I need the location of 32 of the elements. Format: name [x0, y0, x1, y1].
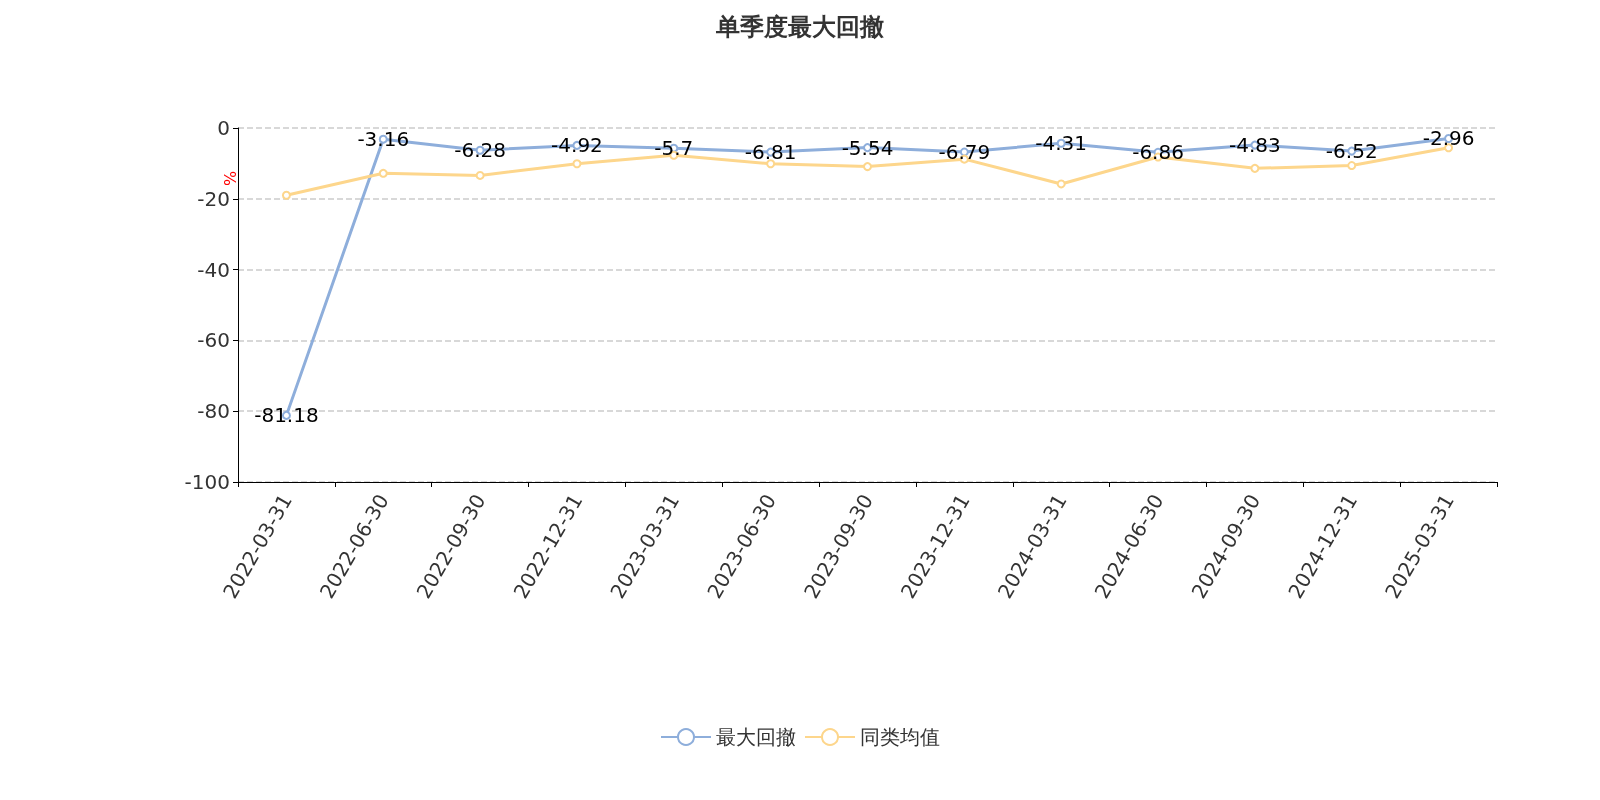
data-label: -3.16: [357, 127, 410, 152]
data-label: -4.83: [1229, 133, 1281, 158]
point: [1056, 179, 1066, 189]
data-label: -6.52: [1325, 139, 1378, 164]
point: [863, 162, 872, 172]
data-label: -6.79: [938, 140, 991, 165]
point: [572, 159, 582, 169]
point: [1250, 163, 1260, 173]
point: [766, 159, 776, 169]
y-tick-label: -40: [197, 257, 230, 282]
legend-label: 同类均值: [860, 725, 940, 749]
data-label: -2.96: [1422, 126, 1475, 151]
data-label: -6.86: [1132, 140, 1184, 165]
data-label: -4.92: [551, 133, 603, 158]
point: [475, 170, 485, 180]
legend-label: 最大回撤: [716, 725, 796, 749]
data-label: -6.81: [744, 140, 797, 165]
y-axis-title: %: [220, 170, 240, 186]
y-tick-label: -20: [197, 186, 230, 211]
point: [281, 190, 291, 200]
point: [1347, 161, 1357, 171]
data-label: -5.7: [654, 136, 694, 161]
y-tick-label: -80: [197, 399, 230, 424]
y-tick-label: -100: [184, 470, 230, 494]
y-tick-label: 0: [217, 116, 230, 140]
chart-title: 单季度最大回撤: [715, 13, 884, 41]
data-label: -6.28: [454, 138, 506, 163]
data-label: -5.54: [841, 135, 894, 160]
point: [378, 168, 388, 178]
y-tick-label: -60: [197, 328, 230, 353]
data-label: -4.31: [1035, 131, 1088, 156]
data-label: -81.18: [254, 403, 319, 428]
